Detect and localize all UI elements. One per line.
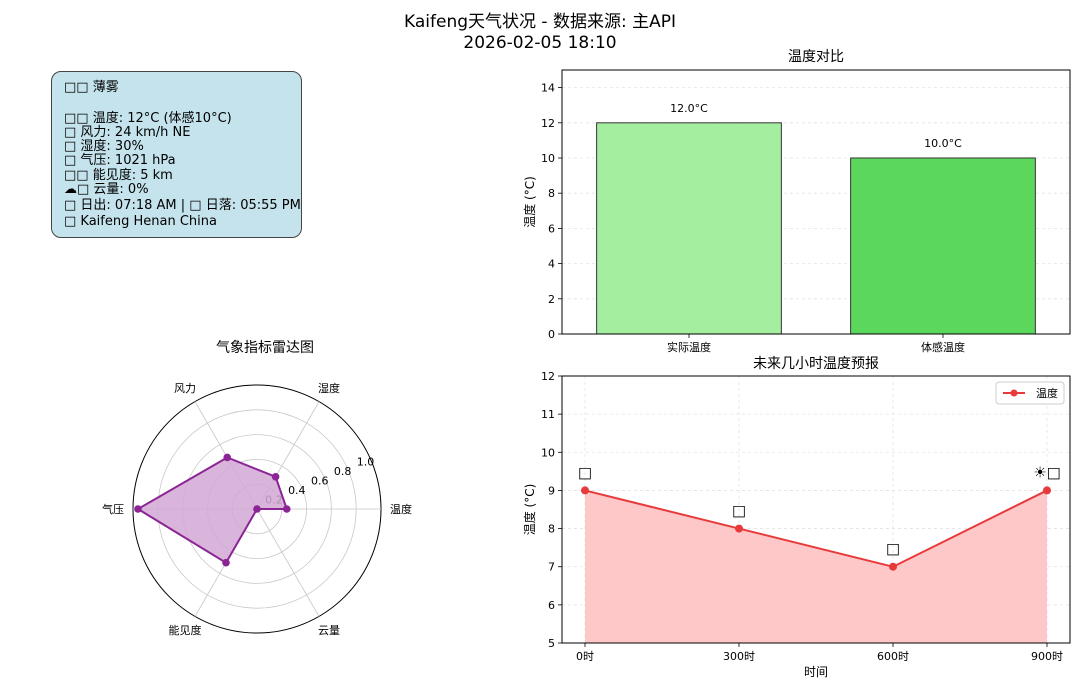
line-point-icon: □ — [886, 540, 900, 558]
bar-ytick-label: 0 — [548, 328, 555, 341]
bar-axes-frame — [561, 69, 1071, 335]
radar-rtick-label: 0.8 — [334, 465, 352, 478]
line-legend-box — [995, 381, 1065, 405]
bar-xtick-label: 体感温度 — [921, 340, 965, 354]
bar-ytick-label: 14 — [541, 82, 555, 95]
line-ytick-label: 10 — [541, 446, 555, 459]
radar-axis-label: 温度 — [390, 502, 412, 516]
line-legend-marker — [1010, 389, 1018, 397]
info-cloud: ☁□ 云量: 0% — [64, 182, 149, 197]
bar-ytick-label: 8 — [548, 187, 555, 200]
line-point-icon: □ — [732, 502, 746, 520]
radar-axis-label: 风力 — [174, 382, 196, 395]
line-xtick-label: 900时 — [1031, 650, 1063, 663]
line-xlabel: 时间 — [804, 665, 828, 679]
bar-ytick-label: 6 — [548, 222, 555, 235]
bar-data-label: 12.0°C — [670, 102, 708, 115]
bar-xtick-label: 实际温度 — [667, 340, 711, 354]
radar-area — [136, 456, 289, 565]
line-title: 未来几小时温度预报 — [753, 356, 879, 372]
radar-point — [222, 558, 230, 567]
weather-info-box: □□ 薄雾 □□ 温度: 12°C (体感10°C) □ 风力: 24 km/h… — [51, 71, 302, 238]
radar-point — [223, 453, 232, 462]
line-point-icon: ☀□ — [1033, 463, 1061, 481]
line-ytick-label: 11 — [541, 408, 555, 421]
line-area-fill — [585, 490, 1047, 643]
line-point — [889, 562, 897, 571]
info-wind: □ 风力: 24 km/h NE — [64, 125, 191, 140]
bar-ytick-label: 2 — [548, 293, 555, 306]
bar-rect — [850, 157, 1036, 335]
line-point — [735, 524, 743, 533]
radar-rtick-label: 0.6 — [311, 475, 329, 488]
bar-ytick-label: 10 — [541, 152, 555, 165]
line-point-icon: □ — [578, 463, 592, 481]
bar-title: 温度对比 — [788, 49, 844, 65]
radar-spoke — [256, 508, 320, 617]
radar-title: 气象指标雷达图 — [216, 340, 314, 356]
radar-point — [282, 505, 291, 513]
info-sun-times: □ 日出: 07:18 AM | □ 日落: 05:55 PM — [64, 198, 301, 213]
line-xtick-label: 300时 — [723, 650, 755, 663]
line-ylabel: 温度 (°C) — [522, 484, 537, 536]
line-ytick-label: 6 — [548, 599, 555, 612]
line-legend-label: 温度 — [1036, 386, 1058, 400]
info-visibility: □□ 能见度: 5 km — [64, 168, 173, 183]
bar-data-label: 10.0°C — [924, 137, 962, 150]
line-point — [581, 486, 589, 495]
line-xtick-label: 600时 — [877, 650, 909, 663]
radar-point — [271, 472, 280, 481]
radar-axis-label: 云量 — [318, 624, 340, 637]
line-ytick-label: 9 — [548, 484, 555, 497]
line-axes-frame — [561, 375, 1071, 644]
line-ytick-label: 8 — [548, 523, 555, 536]
info-humidity: □ 湿度: 30% — [64, 139, 144, 154]
radar-axis-label: 湿度 — [318, 381, 340, 395]
radar-point — [253, 505, 261, 513]
bar-ytick-label: 4 — [548, 258, 555, 271]
figure-title: Kaifeng天气状况 - 数据来源: 主API — [404, 12, 676, 32]
info-temperature: □□ 温度: 12°C (体感10°C) — [64, 111, 232, 126]
info-condition: □□ 薄雾 — [64, 80, 119, 95]
bar-rect — [596, 122, 782, 335]
line-ytick-label: 12 — [541, 370, 555, 383]
line-point — [1043, 486, 1051, 495]
line-ytick-label: 7 — [548, 561, 555, 574]
radar-point — [134, 505, 142, 513]
radar-rtick-label: 1.0 — [357, 456, 375, 469]
radar-axis-label: 气压 — [102, 502, 124, 516]
info-pressure: □ 气压: 1021 hPa — [64, 153, 176, 168]
line-ytick-label: 5 — [548, 637, 555, 650]
info-location: □ Kaifeng Henan China — [64, 214, 217, 229]
radar-rtick-label: 0.4 — [288, 484, 306, 497]
radar-axis-label: 能见度 — [169, 623, 202, 637]
bar-ylabel: 温度 (°C) — [522, 176, 537, 228]
line-xtick-label: 0时 — [576, 650, 594, 663]
figure-timestamp: 2026-02-05 18:10 — [463, 33, 617, 53]
line-series-temperature — [584, 489, 1048, 568]
bar-ytick-label: 12 — [541, 117, 555, 130]
